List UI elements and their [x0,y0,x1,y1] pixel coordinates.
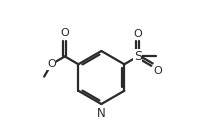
Text: O: O [60,28,69,38]
Text: O: O [133,29,142,39]
Text: N: N [97,107,106,120]
Text: O: O [47,59,56,69]
Text: O: O [153,66,162,76]
Text: S: S [134,50,142,63]
